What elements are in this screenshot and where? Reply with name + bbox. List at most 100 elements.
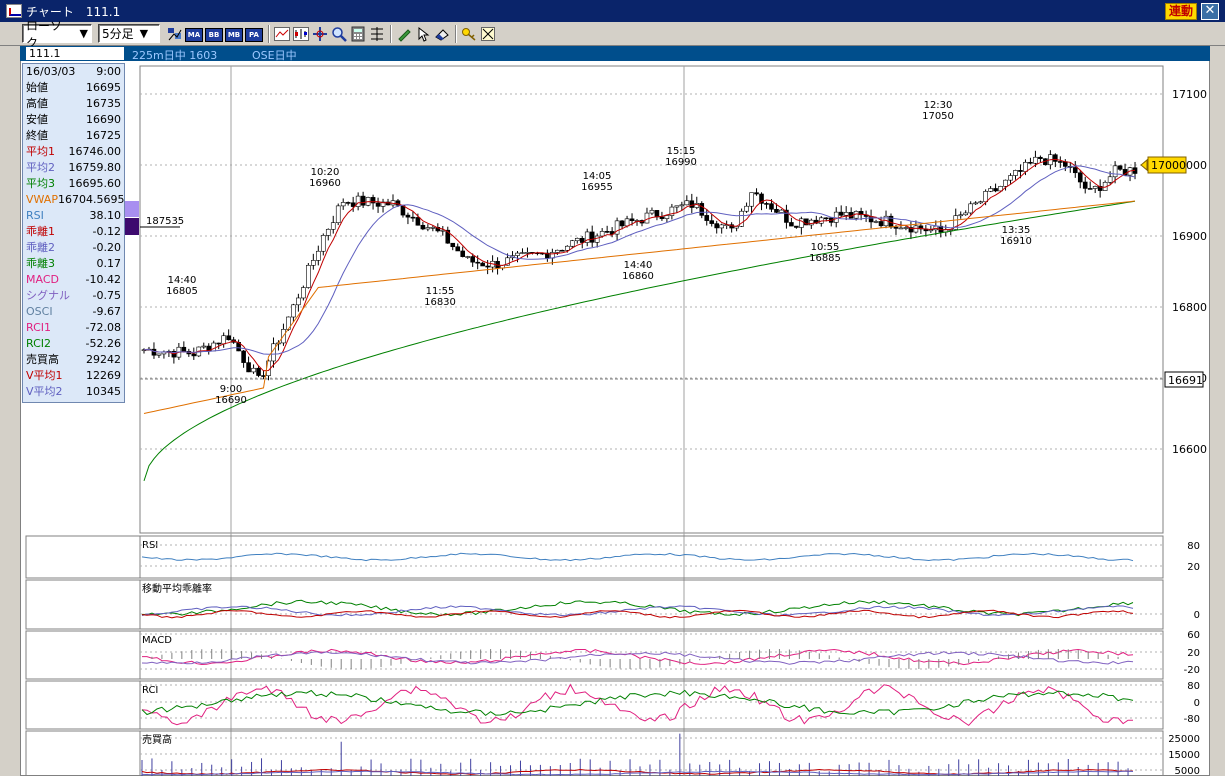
chart-header-bar: 111.1 225m日中 1603 OSE日中	[20, 46, 1210, 62]
candle-body	[774, 208, 779, 213]
candle-body	[973, 202, 978, 205]
candle-body	[405, 214, 411, 218]
line-chart-icon[interactable]	[273, 24, 291, 43]
panel-tick-label: 20	[1187, 648, 1200, 659]
ma3-line	[143, 200, 1136, 482]
info-time: 9:00	[96, 65, 121, 78]
info-panel: 16/03/03 9:00 始値 16695 高値 16735 安値 16690 終値 167…	[22, 63, 125, 403]
symbol-field[interactable]: 111.1	[26, 47, 124, 60]
bb-button[interactable]: BB	[205, 27, 223, 42]
candle-body	[1087, 188, 1093, 190]
close-icon[interactable]: ✕	[1201, 3, 1219, 20]
candle-body	[1058, 161, 1063, 163]
info-row: 始値 16695	[23, 80, 124, 96]
candle-body	[325, 228, 331, 236]
current-price-label: 17000	[1151, 159, 1186, 172]
panel-tick-label: 0	[1194, 698, 1200, 709]
info-row: 売買高 29242	[23, 352, 124, 368]
info-value: 16695	[86, 81, 121, 94]
left-frame	[0, 46, 20, 776]
link-button[interactable]: 連動	[1164, 3, 1197, 20]
candle-body	[784, 209, 789, 223]
candle-body	[749, 192, 754, 207]
price-annotation-value: 16990	[665, 157, 697, 168]
info-row: 乖離1 -0.12	[23, 224, 124, 240]
candle-body	[480, 262, 485, 267]
main-plot-frame	[139, 65, 1164, 534]
candle-body	[1097, 186, 1103, 191]
window-titlebar: チャート 111.1 連動 ✕	[0, 0, 1225, 22]
pa-button[interactable]: PA	[245, 27, 263, 42]
info-value: 16690	[86, 113, 121, 126]
candle-body	[350, 202, 356, 207]
candle-body	[953, 215, 959, 230]
rsi-line	[141, 552, 1134, 562]
crosshair-icon[interactable]	[311, 24, 329, 43]
candle-body	[574, 237, 580, 242]
candle-body	[505, 257, 510, 266]
info-rows: 始値 16695 高値 16735 安値 16690 終値 16725 平均1 16746.00 平…	[23, 80, 124, 400]
candle-body	[1018, 170, 1023, 172]
candle-body	[1008, 175, 1013, 181]
ma-button[interactable]: MA	[185, 27, 203, 42]
volume-marker-label: 187535	[146, 216, 184, 227]
info-label: RSI	[26, 209, 44, 222]
cursor-icon[interactable]	[414, 24, 432, 43]
no-draw-icon[interactable]	[479, 24, 497, 43]
candle-body	[545, 252, 550, 259]
calculator-icon[interactable]	[349, 24, 367, 43]
candle-body	[584, 231, 590, 243]
info-value: 16746.00	[68, 145, 122, 158]
grid-icon[interactable]	[368, 24, 386, 43]
candle-body	[789, 222, 794, 227]
price-annotation-value: 16960	[309, 178, 341, 189]
panel-tick-label: -20	[1184, 665, 1200, 676]
candle-body	[629, 218, 635, 221]
candle-body	[754, 192, 759, 195]
info-value: 38.10	[89, 209, 122, 222]
candle-body	[156, 353, 162, 356]
color-swatch	[125, 201, 139, 217]
eraser-icon[interactable]	[433, 24, 451, 43]
chart-app-icon	[6, 4, 22, 18]
candle-body	[739, 210, 744, 227]
chart-settings-icon[interactable]	[166, 24, 184, 43]
info-row: RSI 38.10	[23, 208, 124, 224]
candle-body	[983, 191, 988, 203]
deviation2-line	[141, 605, 1134, 617]
candle-body	[251, 367, 256, 373]
price-annotation-value: 16885	[809, 253, 841, 264]
candle-body	[878, 221, 884, 227]
info-value: 16695.60	[68, 177, 122, 190]
price-annotation-value: 16830	[424, 297, 456, 308]
candle-body	[560, 249, 565, 252]
price-annotation-time: 14:05	[583, 171, 612, 182]
candle-body	[256, 367, 261, 376]
info-label: 平均2	[26, 161, 55, 174]
info-value: -0.12	[92, 225, 121, 238]
candle-body	[380, 201, 386, 207]
right-gutter	[1210, 46, 1225, 776]
candle-body	[201, 345, 207, 348]
candle-body	[475, 261, 480, 264]
candle-body	[908, 227, 914, 233]
candle-body	[868, 216, 874, 223]
candle-body	[360, 195, 366, 206]
mb-button[interactable]: MB	[225, 27, 243, 42]
crosshair-price-box	[1164, 371, 1204, 388]
ma1-line	[143, 158, 1136, 372]
magnifier-icon[interactable]	[330, 24, 348, 43]
pen-icon[interactable]	[395, 24, 413, 43]
price-tick-label: 16800	[1172, 301, 1207, 314]
candle-body	[445, 229, 451, 244]
candle-body	[211, 342, 217, 352]
candle-body	[355, 195, 361, 207]
candle-body	[375, 202, 381, 207]
candle-body	[843, 212, 849, 216]
candle-chart-icon[interactable]	[292, 24, 310, 43]
interval-select[interactable]: 5分足 ▼	[98, 24, 160, 43]
key-icon[interactable]	[460, 24, 478, 43]
candle-body	[1072, 167, 1078, 174]
candle-body	[485, 265, 490, 268]
